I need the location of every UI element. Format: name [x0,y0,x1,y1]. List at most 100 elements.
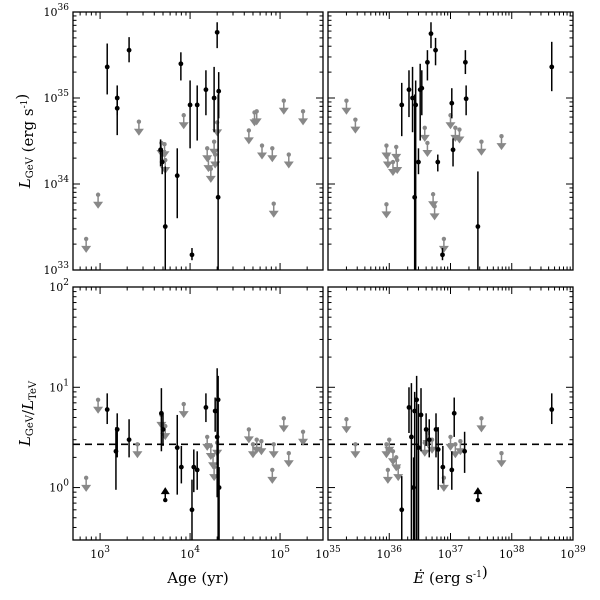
detection-marker [212,397,218,432]
detection-marker [191,449,197,493]
upper-limit-arrowhead [178,122,189,130]
detection-point [126,437,132,443]
detection-point [189,507,195,513]
detection-point [178,61,184,67]
x-tick-label: 1035 [315,545,341,561]
detection-marker [428,22,434,49]
detection-point [414,397,420,403]
upper-limit-marker [454,127,465,144]
detection-marker [425,50,430,81]
detection-point [449,100,455,106]
upper-limit-point [163,423,168,429]
ticks [72,11,324,271]
upper-limit-arrowhead [350,451,361,459]
detection-marker [413,80,419,270]
upper-limit-arrowhead [382,161,393,169]
detection-marker [549,41,555,92]
upper-limit-marker [283,451,294,468]
detection-marker [426,419,432,458]
detection-marker [114,413,120,458]
panel-bottom-right: 1035 1036 1037 1038 1039 Ė (erg s-1) [315,286,586,587]
detection-point [203,87,209,93]
upper-limit-marker [247,442,258,459]
upper-limit-arrowhead [209,148,220,156]
plot-frame [327,286,574,541]
detection-point [162,224,168,229]
detection-marker [194,451,200,490]
lower-limit-marker [473,487,483,503]
upper-limit-arrowhead [133,128,144,136]
detection-point [435,447,441,452]
detection-marker [174,148,180,219]
plot-frame [327,11,574,271]
y-tick-label: 1034 [44,175,70,191]
upper-limit-arrowhead [445,443,456,451]
detection-point [463,96,469,102]
upper-limit-point [286,451,291,456]
detection-marker [211,66,217,133]
upper-limit-marker [278,416,289,433]
upper-limit-marker [93,397,104,414]
detection-marker [399,476,405,540]
detection-point [428,31,434,37]
upper-limit-arrowhead [454,136,465,144]
upper-limit-arrowhead [393,474,404,482]
upper-limit-arrowhead [278,425,289,433]
upper-limit-marker [438,475,449,492]
detection-point [418,412,424,418]
upper-limit-marker [438,236,449,253]
detection-marker [463,85,469,116]
upper-limit-marker [350,442,361,459]
detection-marker [399,82,405,137]
upper-limit-arrowhead [438,484,449,492]
ticks [72,286,324,541]
upper-limit-arrowhead [476,148,487,156]
detection-point [412,408,418,414]
detection-point [194,467,200,473]
upper-limit-marker [419,125,430,142]
upper-limit-marker [209,139,220,156]
upper-limit-arrowhead [445,122,456,130]
x-tick-label: 1037 [438,545,464,561]
detection-marker [406,387,412,434]
upper-limit-marker [256,438,267,456]
detection-point [216,485,222,490]
y-tick-label: 1036 [44,3,70,19]
upper-limit-marker [382,152,393,169]
upper-limit-marker [429,204,440,221]
upper-limit-marker [283,152,294,169]
upper-limit-marker [496,133,507,151]
detection-marker [114,94,120,136]
detection-marker [549,393,555,425]
upper-limit-arrowhead [283,460,294,468]
detection-marker [419,70,425,116]
detection-marker [451,397,457,437]
upper-limit-arrowhead [283,161,294,169]
x-tick-label: 104 [180,545,200,561]
detection-marker [440,248,445,261]
upper-limit-arrowhead [419,449,430,457]
y-tick-label: 1033 [44,261,70,277]
detection-point [215,194,221,200]
upper-limit-arrowhead [81,484,92,492]
detection-point [189,252,195,258]
upper-limit-point [390,449,396,454]
upper-limit-marker [268,442,279,459]
upper-limit-point [394,455,399,460]
detection-marker [189,248,195,261]
upper-limit-marker [381,143,392,160]
upper-limit-arrowhead [422,149,433,157]
upper-limit-marker [278,98,289,115]
upper-limit-marker [422,140,433,157]
upper-limit-arrowhead [298,118,309,126]
detection-point [104,407,110,412]
upper-limit-arrowhead [384,446,395,454]
upper-limit-arrowhead [243,137,254,145]
upper-limit-marker [257,143,268,160]
panel-bottom-left: 100 101 102 103 104 105 Age (yr) LGeV/LTeV [16,278,324,587]
detection-point [435,159,441,165]
upper-limit-point [205,434,210,440]
detection-marker [416,404,421,540]
detection-marker [409,383,414,540]
upper-limit-arrowhead [256,448,267,456]
